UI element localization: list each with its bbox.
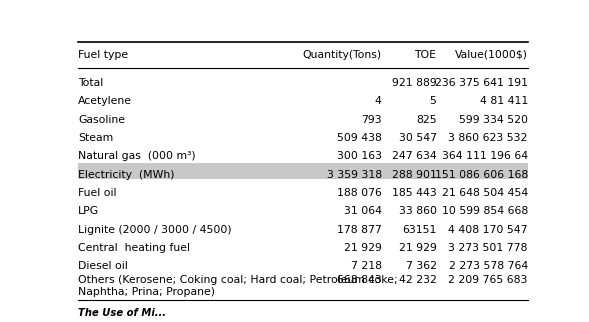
Text: 31 064: 31 064 — [344, 206, 382, 216]
Text: 10 599 854 668: 10 599 854 668 — [442, 206, 528, 216]
Text: Fuel oil: Fuel oil — [78, 188, 117, 198]
Text: 3 273 501 778: 3 273 501 778 — [448, 243, 528, 253]
Text: 178 877: 178 877 — [337, 225, 382, 235]
Text: 825: 825 — [416, 115, 436, 125]
Text: 42 232: 42 232 — [399, 275, 436, 285]
Text: 7 362: 7 362 — [405, 261, 436, 271]
Text: Value(1000$): Value(1000$) — [455, 50, 528, 60]
Text: 2 209 765 683: 2 209 765 683 — [448, 275, 528, 285]
Text: Gasoline: Gasoline — [78, 115, 125, 125]
Text: 4 408 170 547: 4 408 170 547 — [448, 225, 528, 235]
Text: 364 111 196 64: 364 111 196 64 — [442, 151, 528, 161]
Text: 4: 4 — [375, 96, 382, 106]
Text: 21 648 504 454: 21 648 504 454 — [442, 188, 528, 198]
Text: 188 076: 188 076 — [337, 188, 382, 198]
Text: Acetylene: Acetylene — [78, 96, 132, 106]
Text: 668 843: 668 843 — [337, 275, 382, 285]
Text: Central  heating fuel: Central heating fuel — [78, 243, 190, 253]
Text: 793: 793 — [361, 115, 382, 125]
Text: 63151: 63151 — [402, 225, 436, 235]
Text: Electricity  (MWh): Electricity (MWh) — [78, 170, 175, 180]
Text: 21 929: 21 929 — [344, 243, 382, 253]
Text: 247 634: 247 634 — [392, 151, 436, 161]
Text: 7 218: 7 218 — [350, 261, 382, 271]
Text: 30 547: 30 547 — [399, 133, 436, 143]
Text: 300 163: 300 163 — [337, 151, 382, 161]
Text: Natural gas  (000 m³): Natural gas (000 m³) — [78, 151, 196, 161]
Text: 3 359 318: 3 359 318 — [327, 170, 382, 180]
Text: Fuel type: Fuel type — [78, 50, 128, 60]
Text: Total: Total — [78, 78, 104, 88]
Bar — [78, 163, 528, 179]
Text: 2 273 578 764: 2 273 578 764 — [449, 261, 528, 271]
Text: 236 375 641 191: 236 375 641 191 — [435, 78, 528, 88]
Text: 288 901: 288 901 — [392, 170, 436, 180]
Text: 921 889: 921 889 — [392, 78, 436, 88]
Text: 151 086 606 168: 151 086 606 168 — [435, 170, 528, 180]
Text: TOE: TOE — [415, 50, 436, 60]
Text: 599 334 520: 599 334 520 — [459, 115, 528, 125]
Text: 5: 5 — [429, 96, 436, 106]
Text: 4 81 411: 4 81 411 — [479, 96, 528, 106]
Text: 3 860 623 532: 3 860 623 532 — [448, 133, 528, 143]
Text: 21 929: 21 929 — [399, 243, 436, 253]
Text: 33 860: 33 860 — [399, 206, 436, 216]
Text: Diesel oil: Diesel oil — [78, 261, 128, 271]
Text: Quantity(Tons): Quantity(Tons) — [303, 50, 382, 60]
Text: Steam: Steam — [78, 133, 114, 143]
Text: 185 443: 185 443 — [392, 188, 436, 198]
Text: Others (Kerosene; Coking coal; Hard coal; Petroleum coke;
Naphtha; Prina; Propan: Others (Kerosene; Coking coal; Hard coal… — [78, 275, 398, 297]
Text: The Use of Mi...: The Use of Mi... — [78, 308, 166, 318]
Text: 509 438: 509 438 — [337, 133, 382, 143]
Text: LPG: LPG — [78, 206, 100, 216]
Text: Lignite (2000 / 3000 / 4500): Lignite (2000 / 3000 / 4500) — [78, 225, 232, 235]
